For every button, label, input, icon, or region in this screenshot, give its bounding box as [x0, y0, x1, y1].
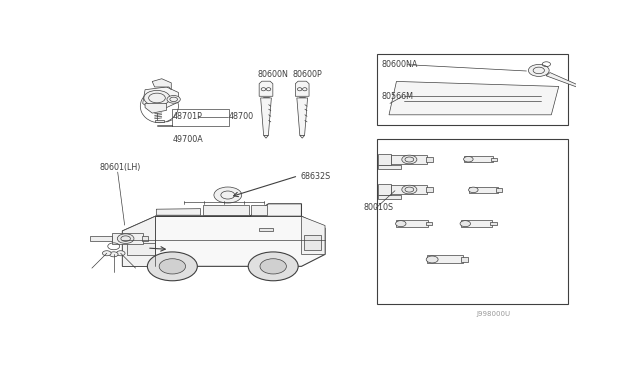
- Bar: [143, 236, 148, 241]
- Circle shape: [167, 96, 180, 103]
- Polygon shape: [156, 204, 301, 216]
- Polygon shape: [469, 187, 498, 193]
- Polygon shape: [296, 81, 309, 96]
- Bar: [376, 139, 568, 304]
- Circle shape: [109, 252, 118, 257]
- Polygon shape: [428, 256, 463, 263]
- Circle shape: [460, 221, 470, 227]
- Circle shape: [426, 256, 438, 263]
- Polygon shape: [143, 87, 179, 110]
- Bar: [426, 187, 433, 192]
- Text: 80600P: 80600P: [292, 70, 322, 79]
- Polygon shape: [301, 216, 325, 254]
- Bar: [259, 228, 273, 231]
- Circle shape: [529, 64, 549, 76]
- Bar: [172, 109, 229, 126]
- Polygon shape: [378, 154, 392, 165]
- Text: 68632S: 68632S: [301, 172, 331, 181]
- Polygon shape: [122, 216, 156, 266]
- Circle shape: [102, 251, 111, 256]
- Circle shape: [402, 185, 417, 194]
- Text: 80010S: 80010S: [364, 203, 394, 212]
- Circle shape: [463, 157, 473, 162]
- Polygon shape: [90, 236, 112, 241]
- Polygon shape: [260, 98, 271, 135]
- Polygon shape: [152, 79, 172, 90]
- Circle shape: [248, 252, 298, 281]
- Polygon shape: [378, 184, 392, 195]
- Polygon shape: [389, 81, 559, 115]
- Circle shape: [214, 187, 242, 203]
- Text: 48701P: 48701P: [173, 112, 203, 121]
- Circle shape: [116, 251, 125, 256]
- Polygon shape: [396, 220, 428, 227]
- Polygon shape: [300, 135, 305, 138]
- Polygon shape: [264, 135, 268, 138]
- Bar: [497, 188, 502, 192]
- Polygon shape: [378, 195, 401, 199]
- Text: J998000U: J998000U: [477, 311, 511, 317]
- Circle shape: [468, 187, 478, 193]
- Circle shape: [144, 90, 170, 106]
- Bar: [426, 157, 433, 162]
- Text: 80601(LH): 80601(LH): [100, 163, 141, 172]
- Bar: [127, 244, 156, 256]
- Polygon shape: [546, 73, 588, 90]
- Bar: [376, 54, 568, 125]
- Circle shape: [147, 252, 197, 281]
- Text: 80600N: 80600N: [257, 70, 289, 79]
- Bar: [490, 222, 497, 225]
- Polygon shape: [465, 156, 493, 163]
- Polygon shape: [392, 155, 428, 164]
- Polygon shape: [251, 205, 267, 215]
- Bar: [461, 257, 468, 262]
- Polygon shape: [297, 98, 308, 135]
- Polygon shape: [461, 220, 492, 227]
- Polygon shape: [145, 103, 166, 113]
- Text: 80600NA: 80600NA: [381, 60, 417, 69]
- Text: 49700A: 49700A: [173, 135, 204, 144]
- Text: 48700: 48700: [229, 112, 254, 121]
- Polygon shape: [392, 185, 428, 195]
- Bar: [492, 158, 497, 161]
- Polygon shape: [202, 205, 249, 215]
- Polygon shape: [378, 165, 401, 169]
- Circle shape: [396, 221, 406, 227]
- Circle shape: [117, 234, 134, 243]
- Polygon shape: [122, 216, 325, 266]
- Bar: [304, 235, 321, 250]
- Circle shape: [402, 155, 417, 164]
- Bar: [426, 222, 432, 225]
- Circle shape: [260, 259, 286, 274]
- Text: 80566M: 80566M: [381, 92, 413, 101]
- Polygon shape: [259, 81, 273, 96]
- Circle shape: [159, 259, 186, 274]
- Polygon shape: [156, 209, 200, 215]
- Bar: [155, 119, 164, 122]
- Polygon shape: [112, 234, 143, 244]
